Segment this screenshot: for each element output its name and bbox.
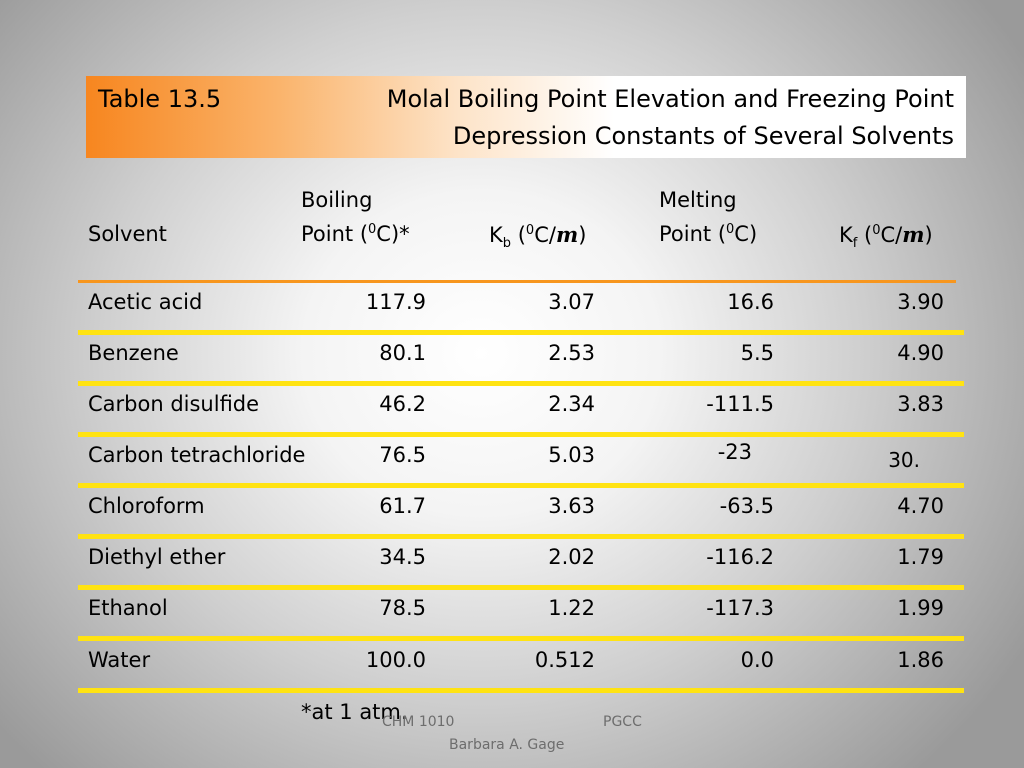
- cell-boiling-point: 100.0: [365, 648, 426, 672]
- row-divider: [78, 585, 964, 590]
- header-divider: [78, 280, 956, 283]
- table-title-line1: Molal Boiling Point Elevation and Freezi…: [386, 85, 954, 113]
- cell-solvent: Benzene: [88, 341, 179, 365]
- cell-solvent: Carbon tetrachloride: [88, 443, 306, 467]
- row-divider: [78, 483, 964, 488]
- table-row: Acetic acid 117.9 3.07 16.6 3.90: [78, 285, 964, 335]
- cell-boiling-point: 117.9: [365, 290, 426, 314]
- cell-melting-point: 5.5: [740, 341, 774, 365]
- cell-kf: 1.99: [897, 596, 944, 620]
- header-kb: Kb (0C/m): [489, 222, 586, 251]
- cell-solvent: Chloroform: [88, 494, 205, 518]
- cell-kb: 5.03: [548, 443, 595, 467]
- header-melting-line2: Point (0C): [659, 222, 757, 246]
- table-row: Carbon disulfide 46.2 2.34 -111.5 3.83: [78, 387, 964, 437]
- table-row: Chloroform 61.7 3.63 -63.5 4.70: [78, 489, 964, 539]
- header-melting-prefix: Point (: [659, 222, 727, 246]
- cell-boiling-point: 78.5: [379, 596, 426, 620]
- footer-author: Barbara A. Gage: [449, 737, 565, 753]
- header-kf-symbol: K: [839, 223, 853, 247]
- cell-kb: 2.02: [548, 545, 595, 569]
- cell-boiling-point: 80.1: [379, 341, 426, 365]
- header-boiling-line1: Boiling: [301, 188, 373, 212]
- cell-melting-point: -63.5: [719, 494, 774, 518]
- header-kf-subscript: f: [852, 236, 858, 252]
- header-kb-open: (: [511, 223, 526, 247]
- cell-kf: 3.90: [897, 290, 944, 314]
- cell-kf: 4.90: [897, 341, 944, 365]
- cell-kf: 30.: [888, 448, 920, 472]
- header-boiling-prefix: Point (: [301, 222, 369, 246]
- header-kb-molal: m: [555, 222, 579, 247]
- header-kb-unit: C/: [534, 223, 556, 247]
- cell-kb: 1.22: [548, 596, 595, 620]
- header-kb-close: ): [578, 223, 587, 247]
- cell-boiling-point: 61.7: [379, 494, 426, 518]
- cell-melting-point: -117.3: [706, 596, 774, 620]
- header-kf-unit: C/: [880, 223, 903, 247]
- header-kf-degree: 0: [872, 223, 881, 238]
- cell-solvent: Acetic acid: [88, 290, 203, 314]
- header-melting-line1: Melting: [659, 188, 737, 212]
- cell-kb: 2.53: [548, 341, 595, 365]
- row-divider: [78, 636, 964, 641]
- table-row: Water 100.0 0.512 0.0 1.86: [78, 643, 964, 693]
- cell-melting-point: 16.6: [727, 290, 774, 314]
- header-melting-unit: C): [734, 222, 758, 246]
- cell-kf: 4.70: [897, 494, 944, 518]
- header-boiling-degree: 0: [368, 222, 377, 237]
- cell-melting-point: -23: [717, 440, 752, 464]
- table-row: Ethanol 78.5 1.22 -117.3 1.99: [78, 591, 964, 641]
- row-divider: [78, 381, 964, 386]
- footnote: *at 1 atm.: [301, 700, 408, 724]
- row-divider: [78, 688, 964, 693]
- header-kf: Kf (0C/m): [839, 222, 933, 251]
- header-kf-close: ): [924, 223, 933, 247]
- table-row: Carbon tetrachloride 76.5 5.03 -23 30.: [78, 438, 964, 488]
- row-divider: [78, 432, 964, 437]
- header-melting-degree: 0: [726, 222, 735, 237]
- cell-melting-point: -111.5: [706, 392, 774, 416]
- header-solvent: Solvent: [88, 222, 167, 246]
- footer-school: PGCC: [603, 714, 642, 730]
- header-kb-symbol: K: [489, 223, 503, 247]
- cell-boiling-point: 46.2: [379, 392, 426, 416]
- header-kf-open: (: [857, 223, 873, 247]
- header-kf-molal: m: [902, 222, 925, 247]
- cell-kb: 3.63: [548, 494, 595, 518]
- cell-solvent: Ethanol: [88, 596, 168, 620]
- table-row: Benzene 80.1 2.53 5.5 4.90: [78, 336, 964, 386]
- cell-solvent: Water: [88, 648, 151, 672]
- table-title-line2: Depression Constants of Several Solvents: [452, 122, 954, 150]
- header-kb-degree: 0: [525, 223, 535, 238]
- row-divider: [78, 534, 964, 539]
- cell-kb: 0.512: [534, 648, 595, 672]
- cell-melting-point: -116.2: [706, 545, 774, 569]
- header-boiling-unit: C)*: [376, 222, 410, 246]
- cell-kb: 3.07: [548, 290, 595, 314]
- table-title-banner: Table 13.5 Molal Boiling Point Elevation…: [86, 76, 966, 158]
- cell-kf: 1.79: [897, 545, 944, 569]
- cell-kb: 2.34: [548, 392, 595, 416]
- table-row: Diethyl ether 34.5 2.02 -116.2 1.79: [78, 540, 964, 590]
- cell-boiling-point: 76.5: [379, 443, 426, 467]
- header-boiling-line2: Point (0C)*: [301, 222, 410, 246]
- cell-kf: 1.86: [897, 648, 944, 672]
- cell-solvent: Diethyl ether: [88, 545, 226, 569]
- cell-kf: 3.83: [897, 392, 944, 416]
- table-number: Table 13.5: [98, 85, 222, 113]
- cell-boiling-point: 34.5: [379, 545, 426, 569]
- header-kb-subscript: b: [502, 236, 512, 252]
- cell-melting-point: 0.0: [740, 648, 774, 672]
- row-divider: [78, 330, 964, 335]
- cell-solvent: Carbon disulfide: [88, 392, 260, 416]
- footer-course: CHM 1010: [382, 714, 455, 730]
